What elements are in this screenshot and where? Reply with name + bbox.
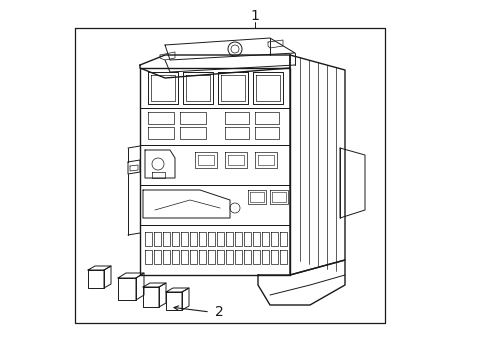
- Text: 1: 1: [250, 9, 259, 23]
- Text: 2: 2: [215, 305, 224, 319]
